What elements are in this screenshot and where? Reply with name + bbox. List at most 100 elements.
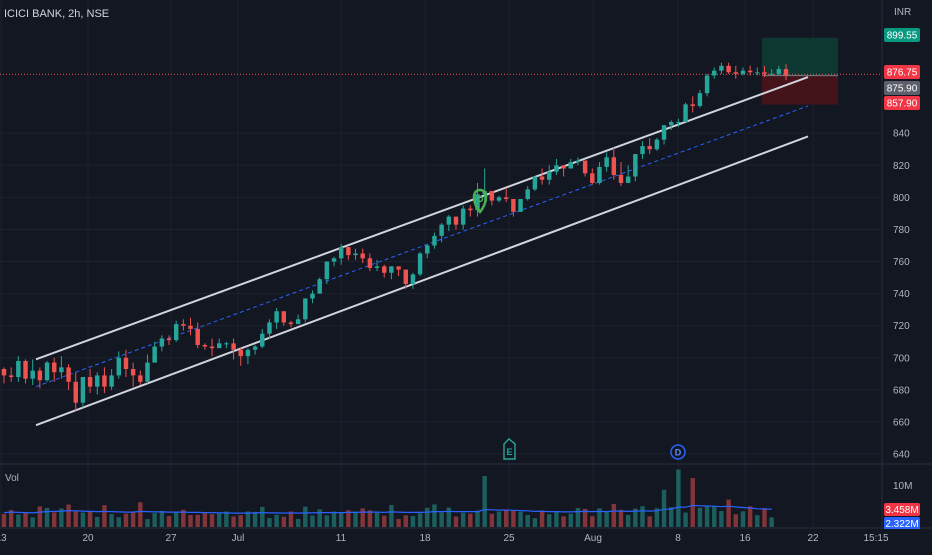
- volume-bar: [762, 508, 767, 527]
- candle-body: [16, 360, 21, 378]
- candle-body: [152, 346, 157, 363]
- candle-body: [539, 176, 545, 180]
- dividend-event-label: D: [675, 448, 682, 458]
- volume-bar: [173, 511, 179, 527]
- grid: [0, 0, 882, 527]
- volume-bar: [374, 512, 380, 527]
- volume-bars: [1, 469, 774, 527]
- volume-bar: [453, 516, 459, 527]
- volume-ma-badge: [884, 503, 920, 516]
- price-badge-entry-label: 875.90: [887, 84, 918, 95]
- channel-lower-line: [35, 135, 809, 427]
- volume-bar: [532, 518, 538, 527]
- volume-bar: [683, 512, 688, 527]
- candle-body: [496, 197, 502, 201]
- volume-bar: [604, 511, 609, 527]
- candle-body: [145, 362, 150, 382]
- candle-body: [633, 154, 638, 177]
- volume-bar: [51, 512, 57, 527]
- candle-body: [274, 311, 279, 323]
- channel-lines[interactable]: [0, 73, 882, 427]
- volume-bar: [496, 511, 502, 527]
- x-tick-label: 18: [419, 533, 431, 544]
- volume-bar: [360, 508, 365, 527]
- candle-body: [690, 104, 695, 106]
- y-tick-label: 720: [893, 321, 910, 332]
- volume-bar: [503, 509, 509, 527]
- volume-bar: [654, 508, 660, 527]
- volume-bar: [597, 508, 602, 527]
- volume-bar: [231, 516, 236, 527]
- volume-bar: [633, 508, 638, 527]
- volume-bar: [518, 511, 523, 527]
- volume-bar: [547, 514, 552, 527]
- volume-bar: [260, 506, 265, 527]
- volume-bar: [288, 511, 294, 527]
- candle-body: [561, 165, 566, 169]
- candle-body: [740, 70, 746, 74]
- candle-body: [181, 324, 186, 326]
- candle-body: [23, 360, 28, 379]
- volume-bar: [37, 506, 43, 527]
- price-badge-target: [884, 28, 920, 42]
- volume-bar: [367, 510, 373, 527]
- x-tick-label: 8: [675, 533, 681, 544]
- currency-label: INR: [894, 7, 911, 18]
- candle-body: [762, 72, 767, 74]
- y-tick-label: 700: [893, 353, 910, 364]
- candle-body: [44, 362, 50, 381]
- candle-body: [568, 162, 573, 169]
- candle-body: [439, 224, 444, 236]
- volume-bar: [575, 508, 581, 527]
- candle-body: [640, 146, 645, 155]
- candle-body: [446, 216, 452, 225]
- candle-body: [195, 328, 200, 345]
- x-tick-label: Jul: [232, 533, 245, 544]
- candle-body: [73, 381, 78, 403]
- candle-body: [102, 375, 107, 387]
- candle-body: [260, 333, 265, 347]
- volume-bar: [755, 515, 760, 527]
- candle-body: [403, 269, 408, 284]
- volume-label: Vol: [5, 473, 19, 484]
- candle-body: [432, 235, 437, 246]
- volume-bar: [704, 505, 710, 527]
- volume-bar: [44, 507, 50, 527]
- candle-body: [460, 208, 466, 225]
- candle-body: [697, 93, 703, 106]
- volume-bar: [181, 509, 186, 527]
- price-badge-current: [884, 65, 920, 79]
- volume-bar: [224, 511, 229, 527]
- volume-bar: [202, 512, 208, 527]
- candle-body: [109, 375, 114, 387]
- y-tick-label: 680: [893, 385, 910, 396]
- volume-bar: [719, 511, 724, 527]
- volume-bar: [446, 507, 452, 527]
- candle-body: [769, 73, 774, 75]
- volume-bar: [618, 509, 624, 527]
- candle-body: [288, 322, 294, 325]
- price-badge-current-label: 876.75: [887, 68, 918, 79]
- candle-body: [231, 343, 236, 350]
- price-badge-entry: [884, 81, 920, 95]
- price-badge-target-label: 899.55: [887, 31, 918, 42]
- volume-bar: [245, 511, 251, 527]
- y-tick-label: 800: [893, 193, 910, 204]
- candle-body: [138, 375, 143, 382]
- candle-body: [59, 367, 64, 373]
- candle-body: [410, 274, 416, 284]
- candle-body: [173, 324, 179, 341]
- volume-bar: [769, 517, 774, 527]
- channel-mid-line: [35, 105, 809, 388]
- volume-bar: [1, 513, 7, 527]
- candle-body: [51, 362, 57, 373]
- candle-body: [310, 293, 315, 299]
- volume-bar: [489, 513, 495, 527]
- volume-bar: [188, 515, 193, 527]
- volume-bar: [647, 516, 652, 527]
- candle-body: [712, 70, 717, 76]
- volume-bar: [661, 489, 667, 527]
